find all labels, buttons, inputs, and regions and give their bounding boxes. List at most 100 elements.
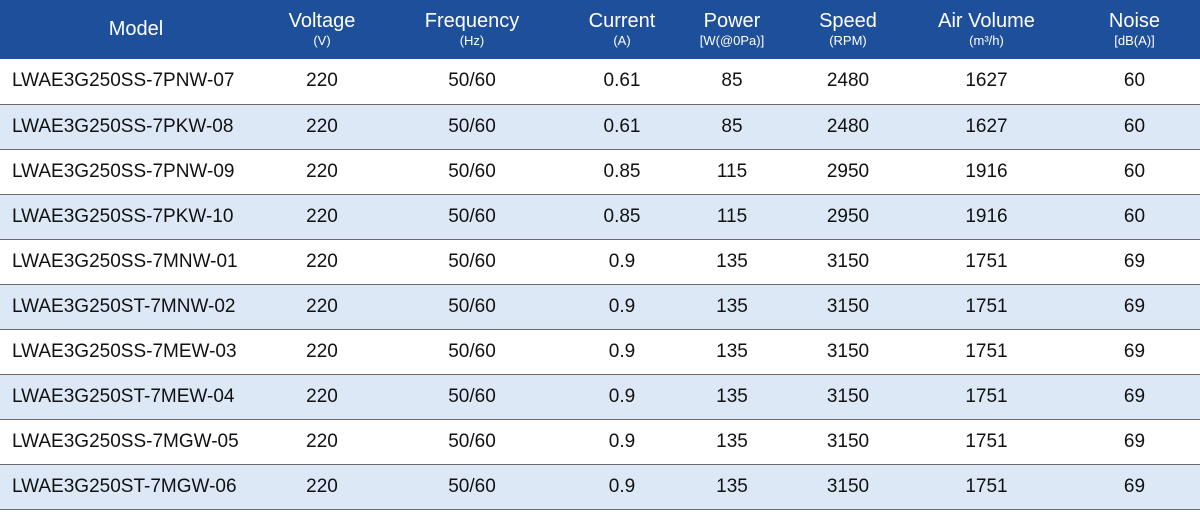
table-row: LWAE3G250SS-7PNW-09 220 50/60 0.85 115 2… — [0, 149, 1200, 194]
cell-voltage: 220 — [306, 340, 338, 362]
header-current: Current (A) — [572, 0, 672, 59]
table-row: LWAE3G250ST-7MNW-02 220 50/60 0.9 135 31… — [0, 284, 1200, 329]
cell-frequency: 50/60 — [448, 475, 496, 497]
cell-current: 0.9 — [608, 385, 636, 407]
cell-current: 0.85 — [603, 205, 641, 227]
cell-noise: 69 — [1123, 430, 1146, 452]
header-frequency: Frequency (Hz) — [372, 0, 572, 59]
cell-power: 115 — [716, 160, 748, 182]
header-air-volume-unit: (m³/h) — [969, 33, 1004, 49]
table-row: LWAE3G250SS-7MEW-03 220 50/60 0.9 135 31… — [0, 329, 1200, 374]
cell-air-volume: 1751 — [965, 385, 1008, 407]
header-power: Power [W(@0Pa)] — [672, 0, 792, 59]
header-model-label: Model — [108, 18, 164, 40]
cell-voltage: 220 — [306, 295, 338, 317]
cell-current: 0.61 — [603, 70, 641, 92]
cell-speed: 2950 — [826, 160, 870, 182]
table-row: LWAE3G250SS-7PKW-08 220 50/60 0.61 85 24… — [0, 104, 1200, 149]
cell-model: LWAE3G250SS-7PKW-08 — [12, 115, 234, 137]
table-row: LWAE3G250SS-7MGW-05 220 50/60 0.9 135 31… — [0, 419, 1200, 464]
cell-voltage: 220 — [306, 475, 338, 497]
cell-model: LWAE3G250SS-7PNW-09 — [12, 160, 235, 182]
cell-air-volume: 1627 — [965, 115, 1008, 137]
header-voltage-unit: (V) — [313, 33, 331, 49]
cell-air-volume: 1916 — [965, 160, 1008, 182]
header-frequency-unit: (Hz) — [459, 33, 485, 49]
cell-power: 85 — [721, 115, 743, 137]
cell-air-volume: 1916 — [965, 205, 1008, 227]
header-air-volume: Air Volume (m³/h) — [904, 0, 1069, 59]
cell-speed: 2480 — [826, 70, 870, 92]
header-voltage: Voltage (V) — [272, 0, 372, 59]
cell-voltage: 220 — [306, 430, 338, 452]
header-current-label: Current — [588, 10, 656, 33]
cell-air-volume: 1751 — [965, 340, 1008, 362]
table-row: LWAE3G250SS-7PNW-07 220 50/60 0.61 85 24… — [0, 59, 1200, 104]
cell-noise: 69 — [1123, 475, 1146, 497]
cell-noise: 60 — [1123, 205, 1146, 227]
cell-frequency: 50/60 — [448, 70, 496, 92]
header-noise: Noise [dB(A)] — [1069, 0, 1200, 59]
cell-current: 0.9 — [608, 475, 636, 497]
cell-current: 0.85 — [603, 160, 641, 182]
header-speed-label: Speed — [819, 10, 877, 33]
cell-air-volume: 1751 — [965, 430, 1008, 452]
cell-current: 0.61 — [603, 115, 641, 137]
cell-frequency: 50/60 — [448, 430, 496, 452]
cell-model: LWAE3G250SS-7MGW-05 — [12, 430, 239, 452]
cell-model: LWAE3G250SS-7MEW-03 — [12, 340, 237, 362]
cell-current: 0.9 — [608, 250, 636, 272]
cell-noise: 69 — [1123, 295, 1146, 317]
cell-noise: 60 — [1123, 160, 1146, 182]
cell-model: LWAE3G250SS-7PKW-10 — [12, 205, 234, 227]
header-model: Model — [0, 0, 272, 59]
cell-current: 0.9 — [608, 295, 636, 317]
cell-power: 135 — [716, 385, 748, 407]
table-body: LWAE3G250SS-7PNW-07 220 50/60 0.61 85 24… — [0, 59, 1200, 509]
cell-speed: 3150 — [826, 295, 870, 317]
cell-air-volume: 1751 — [965, 250, 1008, 272]
cell-voltage: 220 — [306, 385, 338, 407]
cell-power: 135 — [716, 250, 748, 272]
cell-air-volume: 1751 — [965, 295, 1008, 317]
cell-current: 0.9 — [608, 430, 636, 452]
cell-speed: 3150 — [826, 430, 870, 452]
header-power-unit: [W(@0Pa)] — [699, 33, 765, 49]
cell-noise: 69 — [1123, 385, 1146, 407]
cell-power: 135 — [716, 475, 748, 497]
header-power-label: Power — [703, 10, 761, 33]
cell-current: 0.9 — [608, 340, 636, 362]
cell-power: 135 — [716, 340, 748, 362]
spec-table: Model Voltage (V) Frequency (Hz) Current… — [0, 0, 1200, 509]
cell-model: LWAE3G250ST-7MEW-04 — [12, 385, 235, 407]
cell-frequency: 50/60 — [448, 160, 496, 182]
cell-power: 85 — [721, 70, 743, 92]
cell-frequency: 50/60 — [448, 115, 496, 137]
table-row: LWAE3G250ST-7MEW-04 220 50/60 0.9 135 31… — [0, 374, 1200, 419]
header-noise-unit: [dB(A)] — [1114, 33, 1155, 49]
cell-frequency: 50/60 — [448, 250, 496, 272]
cell-power: 115 — [716, 205, 748, 227]
header-noise-label: Noise — [1108, 10, 1161, 33]
cell-noise: 60 — [1123, 115, 1146, 137]
cell-speed: 3150 — [826, 385, 870, 407]
cell-voltage: 220 — [306, 115, 338, 137]
cell-power: 135 — [716, 430, 748, 452]
header-row: Model Voltage (V) Frequency (Hz) Current… — [0, 0, 1200, 59]
cell-frequency: 50/60 — [448, 295, 496, 317]
table-header: Model Voltage (V) Frequency (Hz) Current… — [0, 0, 1200, 59]
cell-model: LWAE3G250SS-7PNW-07 — [12, 70, 235, 92]
table-row: LWAE3G250SS-7PKW-10 220 50/60 0.85 115 2… — [0, 194, 1200, 239]
cell-frequency: 50/60 — [448, 340, 496, 362]
cell-noise: 60 — [1123, 70, 1146, 92]
cell-model: LWAE3G250ST-7MGW-06 — [12, 475, 237, 497]
table-row: LWAE3G250SS-7MNW-01 220 50/60 0.9 135 31… — [0, 239, 1200, 284]
cell-voltage: 220 — [306, 205, 338, 227]
cell-speed: 3150 — [826, 475, 870, 497]
header-voltage-label: Voltage — [288, 10, 356, 33]
cell-power: 135 — [716, 295, 748, 317]
cell-voltage: 220 — [306, 160, 338, 182]
cell-voltage: 220 — [306, 70, 338, 92]
cell-model: LWAE3G250SS-7MNW-01 — [12, 250, 238, 272]
header-frequency-label: Frequency — [424, 10, 520, 33]
